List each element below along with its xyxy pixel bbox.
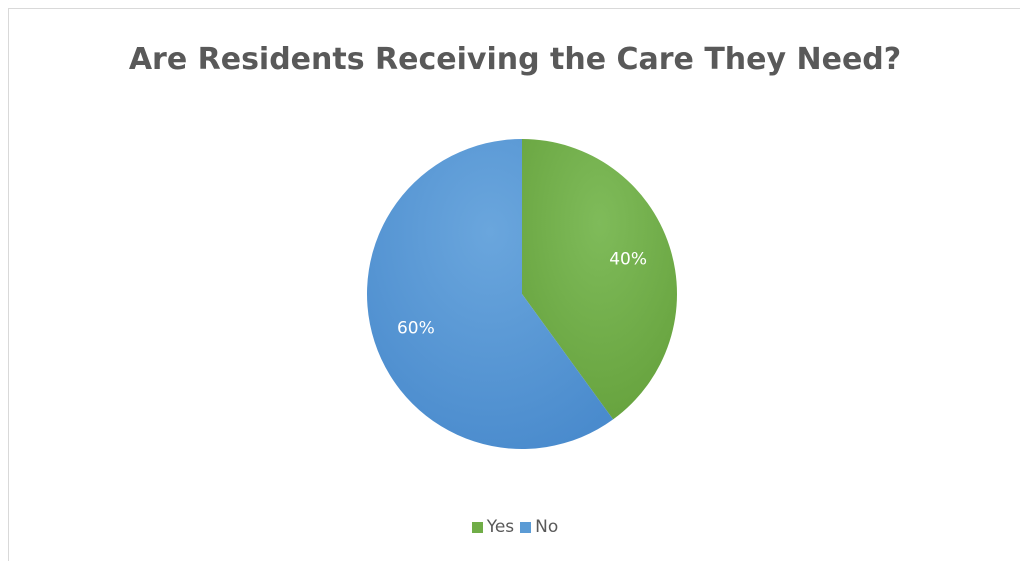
- pie-slice-yes: [522, 139, 677, 420]
- data-label-yes: 40%: [609, 250, 647, 270]
- legend-swatch-no: [520, 521, 532, 533]
- pie-chart: 40% 60%: [367, 139, 677, 449]
- chart-legend: Yes No: [9, 517, 1020, 537]
- legend-item-yes: Yes: [471, 517, 515, 537]
- legend-item-no: No: [520, 517, 558, 537]
- chart-area: Are Residents Receiving the Care They Ne…: [8, 8, 1020, 561]
- legend-swatch-yes: [471, 521, 483, 533]
- data-label-no: 60%: [397, 318, 435, 338]
- chart-title: Are Residents Receiving the Care They Ne…: [128, 42, 902, 77]
- legend-label-yes: Yes: [486, 517, 515, 537]
- legend-label-no: No: [535, 517, 559, 537]
- pie-slice-no: [367, 139, 614, 449]
